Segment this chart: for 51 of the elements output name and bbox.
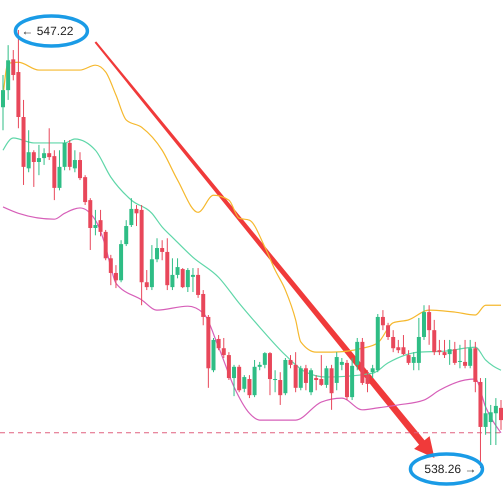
candlestick: [222, 337, 226, 359]
candlestick: [1, 74, 5, 131]
candlestick: [114, 264, 118, 289]
candlestick: [458, 344, 462, 369]
candlestick: [155, 238, 160, 263]
candlestick: [36, 144, 41, 176]
candlestick: [309, 368, 314, 396]
candlestick: [32, 150, 36, 188]
candlestick: [98, 209, 103, 237]
candlestick: [180, 268, 185, 289]
candlestick: [57, 150, 62, 191]
candlestick: [468, 339, 472, 369]
candlestick: [72, 150, 77, 173]
candlestick: [160, 240, 164, 261]
candlestick: [124, 220, 128, 247]
annotation: ← 547.22: [21, 24, 74, 38]
candlestick: [226, 352, 231, 381]
candlestick: [108, 254, 113, 286]
candlestick: [262, 352, 267, 369]
candlestick: [144, 270, 149, 291]
candlestick: [386, 322, 390, 340]
candlestick: [247, 374, 252, 399]
candlestick: [273, 370, 278, 393]
candlestick: [129, 198, 134, 228]
candlestick: [93, 209, 98, 236]
candlestick: [242, 374, 246, 393]
candlestick: [448, 339, 452, 366]
candlestick: [216, 334, 221, 351]
candlestick: [499, 400, 503, 430]
candlestick: [26, 130, 31, 173]
candlestick: [237, 364, 242, 393]
annotation: 538.26 →: [424, 462, 476, 476]
candlestick: [406, 350, 411, 366]
candlestick: [170, 258, 174, 291]
candlestick: [324, 365, 328, 388]
candlestick: [304, 364, 308, 391]
candlestick: [298, 365, 303, 391]
candlestick: [232, 364, 236, 397]
candlestick: [62, 139, 67, 171]
candlestick: [176, 258, 180, 279]
candlestick: [294, 352, 298, 393]
candlestick: [288, 354, 293, 369]
candlestick: [68, 139, 72, 171]
candlestick: [442, 339, 447, 359]
candlestick: [355, 337, 360, 371]
candlestick: [452, 341, 457, 366]
candlestick: [463, 339, 468, 369]
candlestick: [278, 372, 282, 406]
candlestick: [427, 304, 432, 346]
candlestick: [42, 148, 46, 166]
candlestick: [380, 310, 385, 331]
